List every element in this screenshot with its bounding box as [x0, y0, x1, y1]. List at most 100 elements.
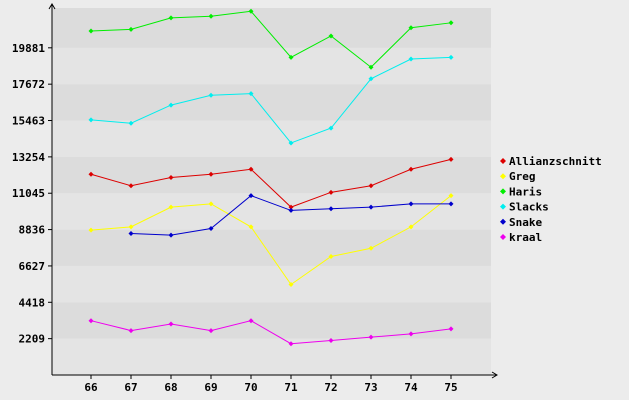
- series-haris: [88, 8, 454, 70]
- data-point: [368, 245, 374, 251]
- x-tick-label: 75: [444, 381, 457, 394]
- x-tick-label: 73: [364, 381, 377, 394]
- series-line-greg: [90, 195, 452, 286]
- x-tick-label: 67: [124, 381, 137, 394]
- series-kraal: [88, 318, 454, 347]
- data-point: [368, 204, 374, 210]
- data-point: [448, 326, 454, 332]
- data-point: [208, 201, 214, 207]
- series-greg: [88, 193, 454, 287]
- plot-band: [52, 8, 491, 48]
- x-tick-label: 72: [324, 381, 337, 394]
- data-point: [168, 321, 174, 327]
- axes: [48, 3, 498, 379]
- data-point: [168, 175, 174, 181]
- data-point: [248, 166, 254, 172]
- y-tick-label: 17672: [12, 78, 45, 91]
- y-tick-label: 6627: [19, 260, 46, 273]
- data-point: [208, 171, 214, 177]
- data-point: [408, 25, 414, 31]
- data-point: [248, 8, 254, 14]
- plot-band: [52, 84, 491, 121]
- data-point: [128, 183, 134, 189]
- plot-band: [52, 47, 491, 85]
- plot-band: [52, 338, 491, 375]
- data-point: [168, 102, 174, 108]
- legend-item: Slacks: [500, 201, 549, 214]
- data-point: [448, 201, 454, 207]
- data-point: [128, 120, 134, 126]
- data-point: [448, 193, 454, 199]
- data-point: [368, 183, 374, 189]
- legend-marker: [500, 218, 506, 225]
- legend-item: Snake: [500, 216, 542, 229]
- series-line-haris: [90, 10, 452, 68]
- series-allianzschnitt: [88, 156, 454, 210]
- data-point: [328, 125, 334, 131]
- legend-item: Haris: [500, 185, 542, 198]
- data-point: [128, 26, 134, 32]
- plot-band: [52, 265, 491, 303]
- series-line-slacks: [90, 56, 452, 144]
- legend-label: Snake: [509, 216, 542, 229]
- data-point: [328, 33, 334, 39]
- data-point: [288, 207, 294, 213]
- x-ticks: 66 67 68 69 70 71 72 73 74 75: [84, 375, 458, 394]
- data-point: [328, 189, 334, 195]
- data-point: [168, 204, 174, 210]
- x-tick-label: 69: [204, 381, 217, 394]
- x-tick-label: 66: [84, 381, 98, 394]
- y-ticks: 2209 4418 6627 8836 11045 13254 15463 17672 1988…: [12, 42, 52, 346]
- legend: Allianzschnitt Greg Haris Slacks Snake kraal: [500, 155, 602, 244]
- y-axis-arrow: [48, 3, 56, 10]
- legend-item: Allianzschnitt: [500, 155, 602, 168]
- data-point: [448, 54, 454, 60]
- data-point: [368, 64, 374, 70]
- data-point: [88, 227, 94, 233]
- series-slacks: [88, 54, 454, 146]
- series-line-kraal: [90, 320, 452, 345]
- legend-item: Greg: [500, 170, 536, 183]
- data-point: [408, 331, 414, 337]
- data-point: [288, 140, 294, 146]
- data-point: [448, 156, 454, 162]
- legend-item: kraal: [500, 231, 542, 244]
- legend-marker: [500, 173, 506, 180]
- data-point: [408, 201, 414, 207]
- data-point: [288, 204, 294, 210]
- plot-band: [52, 193, 491, 230]
- data-point: [408, 166, 414, 172]
- data-point: [368, 76, 374, 82]
- data-point: [248, 224, 254, 230]
- data-point: [128, 224, 134, 230]
- legend-label: Greg: [509, 170, 536, 183]
- y-tick-label: 13254: [12, 151, 45, 164]
- legend-label: kraal: [509, 231, 542, 244]
- data-point: [408, 224, 414, 230]
- x-tick-label: 71: [284, 381, 298, 394]
- data-point: [288, 54, 294, 60]
- series-snake: [128, 193, 454, 238]
- legend-marker: [500, 188, 506, 195]
- data-point: [168, 232, 174, 238]
- data-point: [168, 15, 174, 21]
- data-point: [248, 318, 254, 324]
- y-tick-label: 2209: [19, 333, 46, 346]
- data-point: [208, 13, 214, 19]
- data-point: [208, 226, 214, 232]
- data-point: [328, 254, 334, 260]
- data-point: [128, 328, 134, 334]
- x-tick-label: 68: [164, 381, 177, 394]
- data-point: [128, 230, 134, 236]
- plot-band: [52, 120, 491, 157]
- data-point: [248, 91, 254, 97]
- x-axis-arrow: [491, 371, 498, 379]
- data-point: [288, 341, 294, 347]
- y-tick-label: 4418: [19, 296, 46, 309]
- plot-bands: [52, 8, 491, 375]
- y-tick-label: 19881: [12, 42, 45, 55]
- x-tick-label: 70: [244, 381, 257, 394]
- y-tick-label: 11045: [12, 187, 45, 200]
